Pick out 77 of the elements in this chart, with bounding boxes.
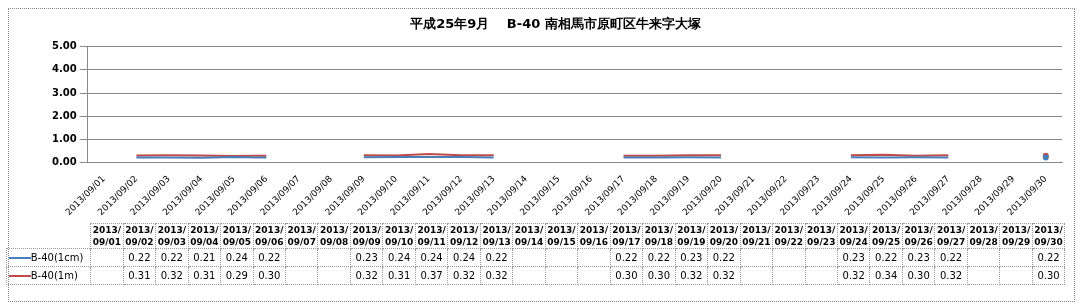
category-label: 2013/09/13 — [482, 225, 511, 247]
data-label: 0.30 — [610, 266, 643, 285]
category-label: 2013/09/11 — [417, 225, 446, 247]
category-label: 2013/09/04 — [190, 225, 219, 247]
data-label: 0.22 — [869, 248, 903, 267]
data-label: 0.24 — [447, 248, 481, 267]
data-label: 0.32 — [480, 266, 513, 285]
y-tick-label: 3.00 — [51, 86, 77, 98]
data-label: 0.32 — [155, 266, 189, 285]
data-label: 0.32 — [707, 266, 741, 285]
category-label: 2013/09/10 — [384, 225, 414, 247]
category-label: 2013/09/25 — [872, 225, 901, 247]
category-label: 2013/09/05 — [222, 225, 251, 247]
category-label: 2013/09/09 — [352, 225, 381, 247]
category-label: 2013/09/19 — [677, 225, 706, 247]
data-label: 0.22 — [123, 248, 156, 267]
category-label: 2013/09/30 — [1034, 225, 1063, 247]
category-label: 2013/09/28 — [969, 225, 998, 247]
data-label: 0.30 — [902, 266, 935, 285]
data-label: 0.23 — [350, 248, 383, 267]
legend-label: B-40(1cm) — [30, 252, 84, 263]
legend-label: B-40(1m) — [30, 270, 78, 281]
y-tick-label: 2.00 — [51, 109, 77, 121]
data-label: 0.23 — [837, 248, 870, 267]
data-label: 0.29 — [220, 266, 254, 285]
category-label: 2013/09/27 — [936, 225, 966, 247]
data-label: 0.22 — [707, 248, 741, 267]
category-label: 2013/09/15 — [547, 225, 576, 247]
data-label: 0.34 — [869, 266, 903, 285]
data-label: 0.22 — [1032, 248, 1065, 267]
data-label: 0.31 — [123, 266, 156, 285]
data-label: 0.24 — [415, 248, 448, 267]
category-label: 2013/09/22 — [774, 225, 803, 247]
category-label: 2013/09/07 — [287, 225, 316, 247]
chart-title: 平成25年9月 B-40 南相馬市原町区牛来字大塚 — [409, 16, 702, 32]
category-label: 2013/09/24 — [839, 225, 868, 247]
data-label: 0.22 — [480, 248, 513, 267]
data-label: 0.22 — [253, 248, 286, 267]
category-label: 2013/09/01 — [92, 225, 122, 247]
data-label: 0.32 — [447, 266, 481, 285]
category-label: 2013/09/14 — [514, 225, 544, 247]
data-label: 0.22 — [642, 248, 676, 267]
data-label: 0.22 — [934, 248, 968, 267]
data-label: 0.32 — [837, 266, 870, 285]
data-label: 0.24 — [382, 248, 416, 267]
data-label: 0.31 — [188, 266, 221, 285]
category-label: 2013/09/18 — [644, 225, 674, 247]
data-label: 0.22 — [610, 248, 643, 267]
y-tick-label: 0.00 — [51, 156, 77, 168]
category-label: 2013/09/08 — [320, 225, 349, 247]
data-label: 0.30 — [1032, 266, 1065, 285]
data-label: 0.30 — [253, 266, 286, 285]
category-label: 2013/09/23 — [807, 225, 836, 247]
category-label: 2013/09/20 — [709, 225, 738, 247]
y-tick-label: 4.00 — [51, 63, 77, 75]
data-label: 0.32 — [934, 266, 968, 285]
category-label: 2013/09/12 — [449, 225, 479, 247]
category-label: 2013/09/17 — [612, 225, 641, 247]
data-label: 0.32 — [350, 266, 383, 285]
y-tick-label: 1.00 — [51, 133, 77, 145]
category-label: 2013/09/16 — [579, 225, 609, 247]
category-label: 2013/09/06 — [255, 225, 284, 247]
data-label: 0.30 — [642, 266, 676, 285]
category-label: 2013/09/29 — [1001, 225, 1031, 247]
data-label: 0.31 — [382, 266, 416, 285]
category-label: 2013/09/02 — [125, 225, 154, 247]
data-label: 0.23 — [902, 248, 935, 267]
data-label: 0.22 — [155, 248, 189, 267]
y-tick-label: 5.00 — [51, 40, 77, 52]
data-label: 0.23 — [675, 248, 708, 267]
data-label: 0.32 — [675, 266, 708, 285]
category-label: 2013/09/03 — [157, 225, 187, 247]
data-label: 0.37 — [415, 266, 448, 285]
category-label: 2013/09/21 — [742, 225, 771, 247]
data-label: 0.24 — [220, 248, 254, 267]
category-label: 2013/09/26 — [904, 225, 933, 247]
data-label: 0.21 — [188, 248, 221, 267]
